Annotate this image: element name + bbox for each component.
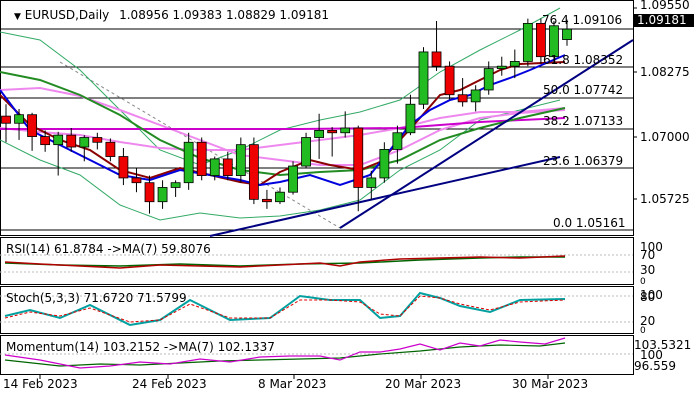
candle-body bbox=[1, 115, 11, 124]
candle-body bbox=[405, 103, 416, 134]
momentum-axis-label: 100 bbox=[640, 348, 663, 362]
candle-body bbox=[562, 28, 572, 40]
rsi-axis-label: 70 bbox=[640, 248, 656, 262]
candle-body bbox=[392, 132, 403, 150]
momentum-line bbox=[4, 337, 566, 369]
ma-green-line bbox=[0, 71, 566, 177]
candle-body bbox=[418, 51, 429, 105]
stoch-panel-frame bbox=[0, 286, 634, 334]
candle-body bbox=[105, 141, 116, 157]
candle-body bbox=[118, 156, 129, 179]
fibo-label-76: 76.4 1.09106 bbox=[542, 13, 623, 27]
chart-header: ▼ EURUSD,Daily 1.08956 1.09383 1.08829 1… bbox=[14, 9, 329, 24]
candle-body bbox=[235, 144, 246, 176]
candle-body bbox=[353, 127, 364, 188]
candle-body bbox=[366, 177, 377, 188]
ma-dark-red-line bbox=[0, 61, 566, 187]
candle-body bbox=[496, 65, 507, 69]
fibo-label-23: 23.6 1.06379 bbox=[543, 154, 624, 168]
candle-body bbox=[536, 22, 546, 58]
candle-body bbox=[379, 149, 390, 179]
stoch-axis-label: 20 bbox=[640, 314, 656, 328]
date-label: 8 Mar 2023 bbox=[258, 377, 327, 391]
momentum-panel-frame bbox=[0, 335, 634, 375]
candle-body bbox=[14, 114, 24, 124]
rsi-axis-label: 0 bbox=[640, 277, 646, 287]
candle-body bbox=[183, 141, 194, 184]
candle-body bbox=[66, 134, 77, 148]
candle-body bbox=[222, 158, 233, 176]
candle-body bbox=[275, 191, 285, 203]
candle-body bbox=[549, 25, 559, 58]
candle-body bbox=[327, 129, 338, 134]
candle-body bbox=[157, 187, 168, 203]
ohlc-values: 1.08956 1.09383 1.08829 1.09181 bbox=[119, 8, 330, 22]
date-label: 14 Feb 2023 bbox=[3, 377, 78, 391]
trendline-up-shallow bbox=[209, 156, 561, 237]
candle-body bbox=[170, 182, 181, 188]
fibo-label-0: 0.0 1.05161 bbox=[553, 216, 626, 230]
date-label: 24 Feb 2023 bbox=[132, 377, 207, 391]
momentum-caption: Momentum(14) 103.2152 ->MA(7) 102.1337 bbox=[6, 340, 275, 354]
price-label: 1.07000 bbox=[640, 130, 690, 144]
candle-body bbox=[340, 127, 351, 134]
candle-body bbox=[509, 61, 520, 67]
candle-body bbox=[444, 65, 455, 96]
candle-body bbox=[144, 182, 155, 203]
main-panel-frame bbox=[0, 0, 634, 236]
symbol-timeframe: EURUSD,Daily bbox=[24, 8, 110, 22]
candle-body bbox=[248, 144, 259, 200]
candle-body bbox=[314, 129, 325, 138]
lower-band-line bbox=[0, 99, 561, 221]
rsi-panel-frame bbox=[0, 237, 634, 285]
price-label: 1.05725 bbox=[640, 192, 690, 206]
stoch-main-line bbox=[4, 291, 566, 327]
candle-body bbox=[131, 177, 142, 184]
stoch-axis-label: 100 bbox=[640, 288, 663, 302]
fibo-label-50: 50.0 1.07742 bbox=[543, 83, 624, 97]
fibo-label-38: 38.2 1.07133 bbox=[543, 114, 624, 128]
candle-body bbox=[79, 137, 90, 148]
current-price-marker: 1.09181 bbox=[633, 14, 694, 27]
candle-body bbox=[457, 94, 468, 103]
candle-body bbox=[196, 141, 207, 176]
rsi-caption: RSI(14) 61.8784 ->MA(7) 59.8076 bbox=[6, 242, 211, 256]
momentum-ma-line bbox=[4, 342, 566, 367]
stoch-axis-label: 80 bbox=[640, 290, 656, 304]
candle-body bbox=[209, 158, 220, 176]
candle-body bbox=[431, 51, 442, 67]
price-label: 1.09550 bbox=[640, 0, 690, 12]
momentum-axis-label: 96.559 bbox=[634, 359, 676, 373]
rsi-axis-label: 30 bbox=[640, 263, 656, 277]
candle-body bbox=[522, 22, 533, 62]
price-label: 1.08275 bbox=[640, 65, 690, 79]
stoch-signal-line bbox=[4, 295, 566, 323]
candle-body bbox=[262, 198, 272, 203]
date-label: 30 Mar 2023 bbox=[512, 377, 589, 391]
trendline-up-steep bbox=[339, 39, 634, 229]
candle-body bbox=[470, 89, 481, 103]
collapse-triangle-icon[interactable]: ▼ bbox=[14, 12, 21, 22]
candle-body bbox=[483, 68, 494, 91]
stoch-axis-label: 0 bbox=[640, 326, 646, 336]
candle-body bbox=[40, 136, 51, 146]
candle-body bbox=[288, 165, 298, 193]
candle-body bbox=[27, 114, 37, 137]
candle-body bbox=[53, 134, 64, 146]
rsi-line bbox=[4, 255, 566, 269]
stoch-caption: Stoch(5,3,3) 71.6720 71.5799 bbox=[6, 291, 187, 305]
rsi-axis-label: 100 bbox=[640, 240, 663, 254]
fibo-label-61: 61.8 1.08352 bbox=[543, 53, 624, 67]
momentum-axis-label: 103.5321 bbox=[634, 338, 692, 352]
candle-body bbox=[92, 137, 103, 143]
candle-body bbox=[301, 137, 311, 167]
date-label: 20 Mar 2023 bbox=[385, 377, 462, 391]
